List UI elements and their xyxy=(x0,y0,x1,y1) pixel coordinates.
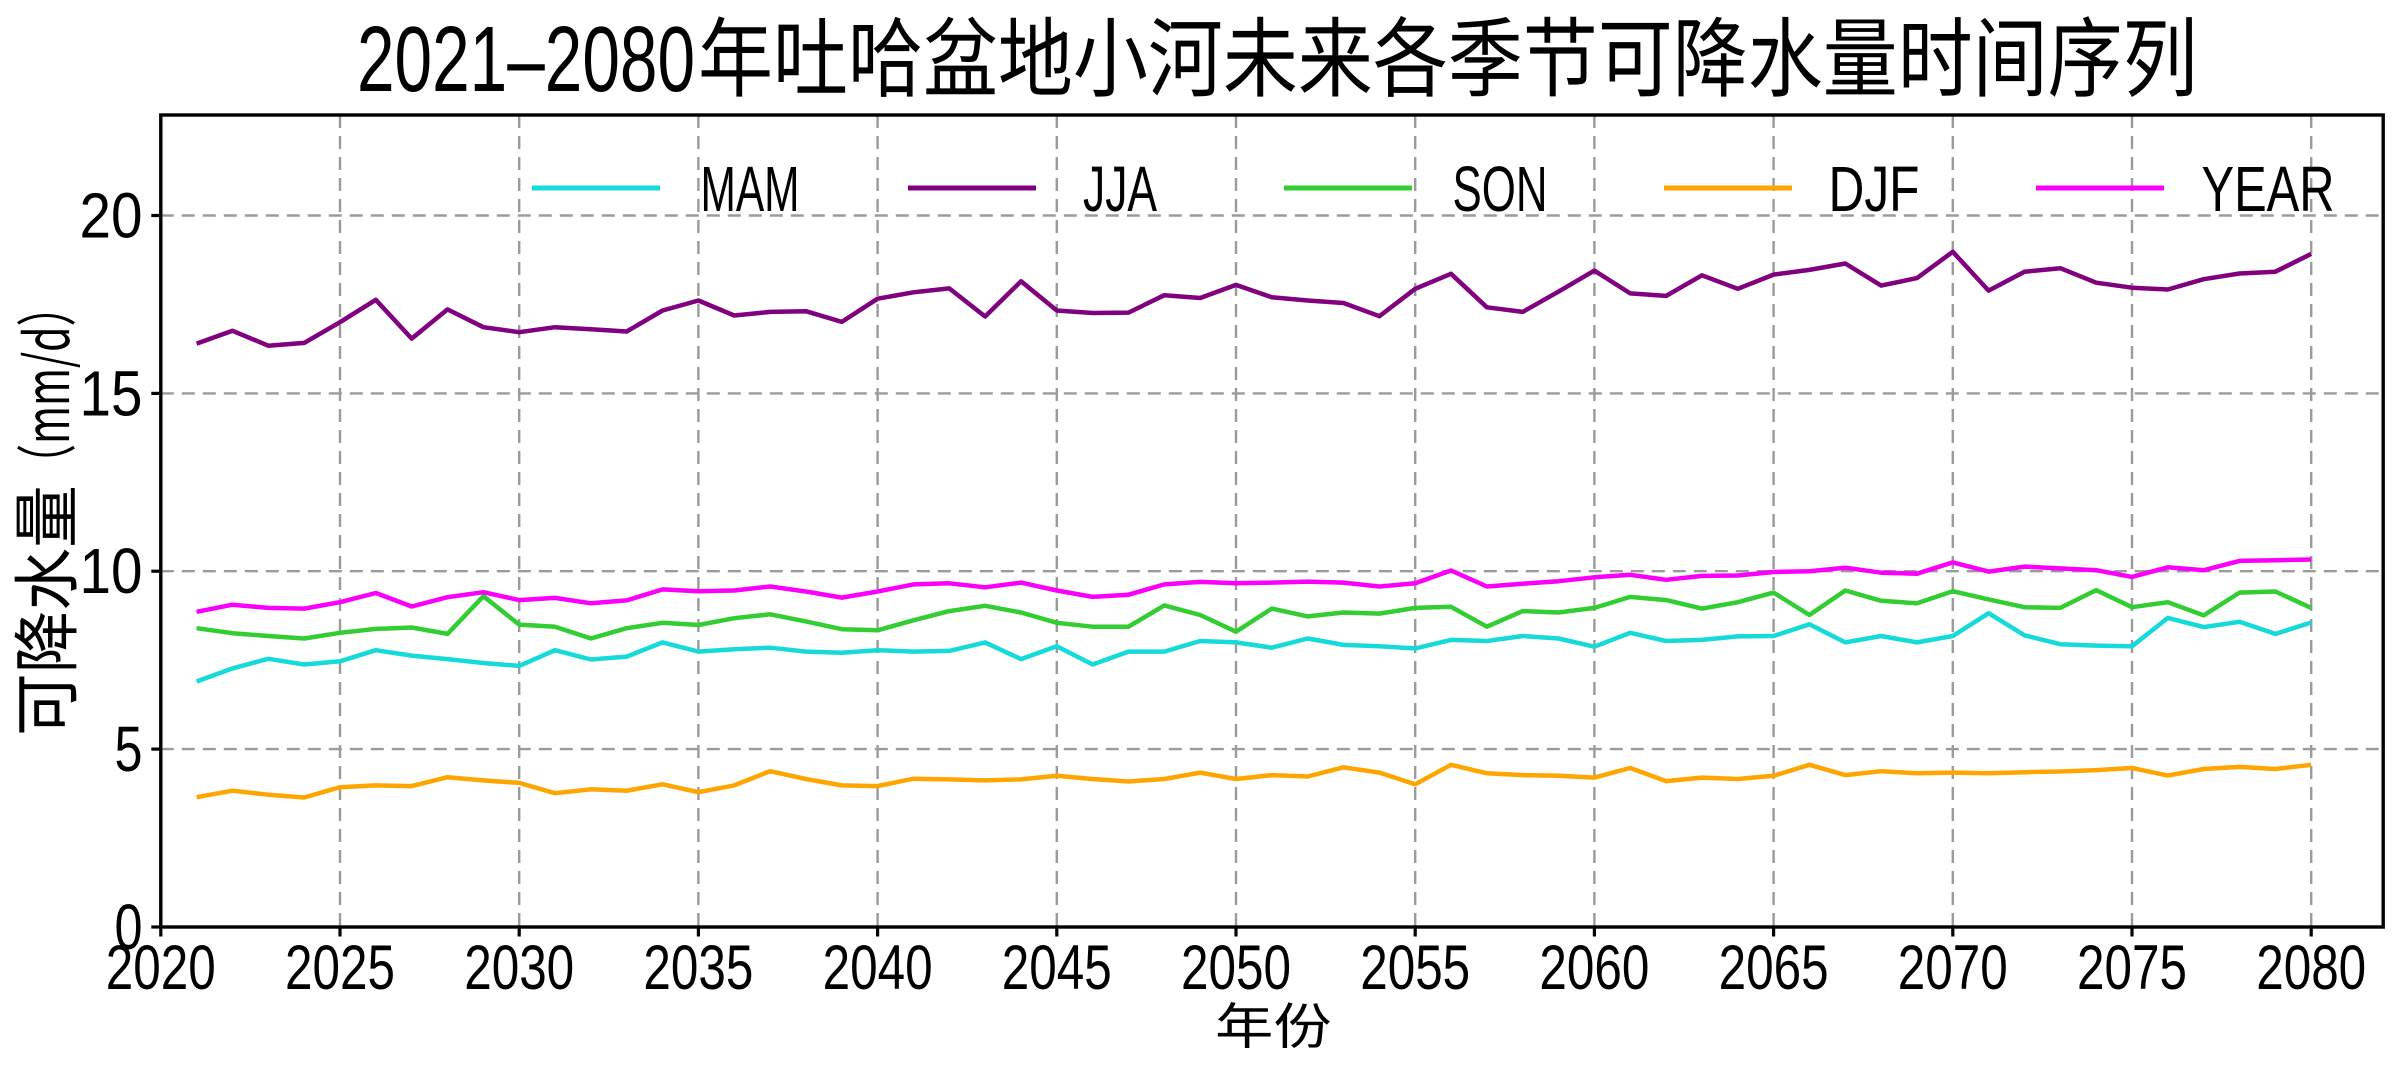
svg-text:5: 5 xyxy=(115,713,143,785)
svg-text:10: 10 xyxy=(80,535,143,607)
svg-text:2065: 2065 xyxy=(1719,933,1829,1003)
svg-text:2021–2080: 2021–2080 xyxy=(357,7,695,111)
svg-text:YEAR: YEAR xyxy=(2202,153,2335,225)
svg-text:2060: 2060 xyxy=(1539,933,1649,1003)
svg-text:2075: 2075 xyxy=(2077,933,2187,1003)
svg-text:2080: 2080 xyxy=(2256,933,2366,1003)
svg-text:2020: 2020 xyxy=(106,933,216,1003)
svg-text:JJA: JJA xyxy=(1083,153,1157,225)
svg-text:2045: 2045 xyxy=(1002,933,1112,1003)
svg-text:2035: 2035 xyxy=(643,933,753,1003)
svg-text:2030: 2030 xyxy=(464,933,574,1003)
svg-text:2070: 2070 xyxy=(1898,933,2008,1003)
svg-text:DJF: DJF xyxy=(1829,153,1920,225)
svg-text:2040: 2040 xyxy=(823,933,933,1003)
svg-text:2055: 2055 xyxy=(1360,933,1470,1003)
svg-text:0: 0 xyxy=(115,891,143,963)
svg-text:20: 20 xyxy=(80,180,143,252)
svg-text:2025: 2025 xyxy=(285,933,395,1003)
svg-text:MAM: MAM xyxy=(701,153,800,225)
svg-text:SON: SON xyxy=(1453,153,1548,225)
svg-text:15: 15 xyxy=(80,357,143,429)
svg-text:2050: 2050 xyxy=(1181,933,1291,1003)
